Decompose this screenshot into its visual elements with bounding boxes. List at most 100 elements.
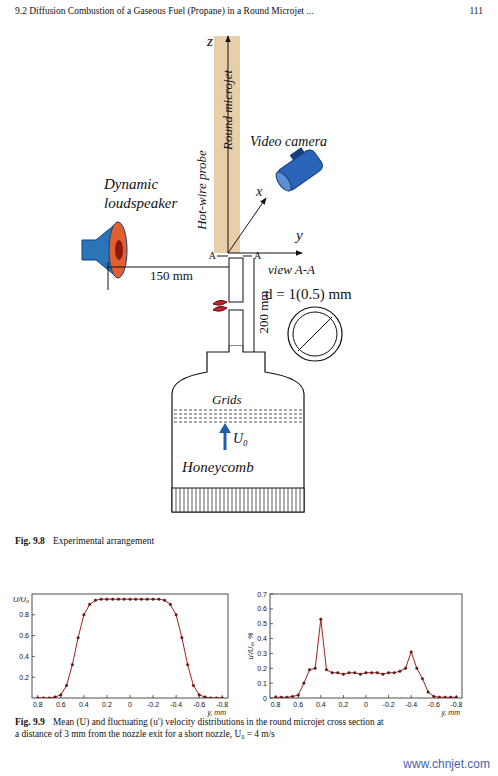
data-point — [83, 614, 86, 617]
honeycomb-cell — [248, 488, 249, 512]
data-point — [359, 673, 362, 676]
honeycomb-cell — [192, 488, 193, 512]
honeycomb-cell — [252, 488, 253, 512]
data-point — [314, 667, 317, 670]
x-tick — [320, 695, 321, 698]
speaker-cone — [109, 222, 127, 278]
data-point — [100, 598, 103, 601]
caption-label: Fig. 9.9 — [15, 717, 45, 727]
y-tick — [270, 594, 273, 595]
label: z — [206, 33, 213, 49]
x-tick — [411, 695, 412, 698]
y-axis — [228, 253, 302, 254]
honeycomb-cell — [212, 488, 213, 512]
data-point — [376, 671, 379, 674]
data-point — [94, 599, 97, 602]
y-tick — [32, 656, 35, 657]
honeycomb-cell — [264, 488, 265, 512]
data-point — [54, 696, 57, 698]
data-point — [140, 598, 143, 601]
data-point — [365, 671, 368, 674]
data-point — [152, 598, 155, 601]
data-point — [286, 696, 289, 698]
data-point — [427, 691, 430, 694]
nozzle-tube — [229, 310, 243, 346]
microjet-column — [214, 36, 240, 253]
data-point — [348, 671, 351, 674]
data-point — [455, 696, 458, 698]
cross-section-outer — [288, 307, 342, 361]
x-tick-label: -0.4 — [405, 701, 417, 708]
data-point — [198, 694, 201, 697]
data-point — [163, 599, 166, 602]
plot-frame — [32, 594, 228, 698]
data-point — [353, 671, 356, 674]
data-point — [158, 598, 161, 601]
nozzle-tube — [229, 258, 243, 302]
honeycomb-cell — [256, 488, 257, 512]
grid-screen — [174, 422, 302, 423]
plot-area — [36, 598, 223, 698]
label: 150 mm — [150, 268, 193, 283]
y-tick — [270, 638, 273, 639]
data-point — [336, 671, 339, 674]
x-tick — [275, 695, 276, 698]
data-point — [325, 668, 328, 671]
x-tick-label: -0.4 — [170, 701, 182, 708]
data-point — [88, 603, 91, 606]
data-point — [291, 695, 294, 698]
label: Hot-wire probe — [194, 150, 209, 231]
section-mark — [243, 256, 252, 257]
y-tick — [270, 683, 273, 684]
honeycomb-cell — [216, 488, 217, 512]
honeycomb-cell — [228, 488, 229, 512]
y-tick — [32, 635, 35, 636]
honeycomb-cell — [280, 488, 281, 512]
data-point — [432, 695, 435, 698]
x-tick — [83, 695, 84, 698]
flow-arrow — [224, 432, 227, 450]
x-tick-label: -0.6 — [428, 701, 440, 708]
y-tick-label: 0.2 — [257, 665, 267, 672]
label: Honeycomb — [181, 459, 254, 475]
x-tick-label: 0.4 — [316, 701, 326, 708]
caption: a distance of 3 mm from the nozzle exit … — [15, 729, 275, 739]
label: U₀ — [233, 431, 248, 446]
honeycomb-cell — [184, 488, 185, 512]
x-tick-label: -0.2 — [147, 701, 159, 708]
x-tick — [176, 695, 177, 698]
x-tick — [343, 695, 344, 698]
camera-lens — [273, 170, 294, 194]
label: d = 1(0.5) mm — [265, 286, 352, 303]
honeycomb-cell — [224, 488, 225, 512]
data-point — [280, 696, 283, 698]
data-line — [276, 619, 457, 697]
x-tick-label: 0.8 — [271, 701, 281, 708]
x-tick-label: 0 — [364, 701, 368, 708]
section-mark — [217, 256, 228, 257]
data-point — [106, 598, 109, 601]
y-tick-label: 0.6 — [257, 605, 267, 612]
cross-section-inner — [293, 312, 337, 356]
data-point — [123, 598, 126, 601]
data-point — [444, 696, 447, 698]
data-point — [382, 673, 385, 676]
honeycomb-cell — [284, 488, 285, 512]
grid-screen — [174, 410, 302, 411]
honeycomb-cell — [208, 488, 209, 512]
honeycomb-cell — [220, 488, 221, 512]
y-tick-label: 0.3 — [257, 650, 267, 657]
label: Grids — [212, 392, 242, 407]
label: A — [209, 250, 217, 261]
speaker-center — [115, 240, 123, 260]
honeycomb-cell — [260, 488, 261, 512]
label: A — [254, 250, 262, 261]
watermark: www.chnjet.com — [402, 757, 490, 771]
data-point — [221, 697, 224, 698]
x-tick-label: 0.2 — [339, 701, 349, 708]
data-point — [134, 598, 137, 601]
honeycomb-cell — [232, 488, 233, 512]
break-mark — [213, 306, 227, 311]
y-tick — [270, 698, 273, 699]
data-point — [192, 684, 195, 687]
